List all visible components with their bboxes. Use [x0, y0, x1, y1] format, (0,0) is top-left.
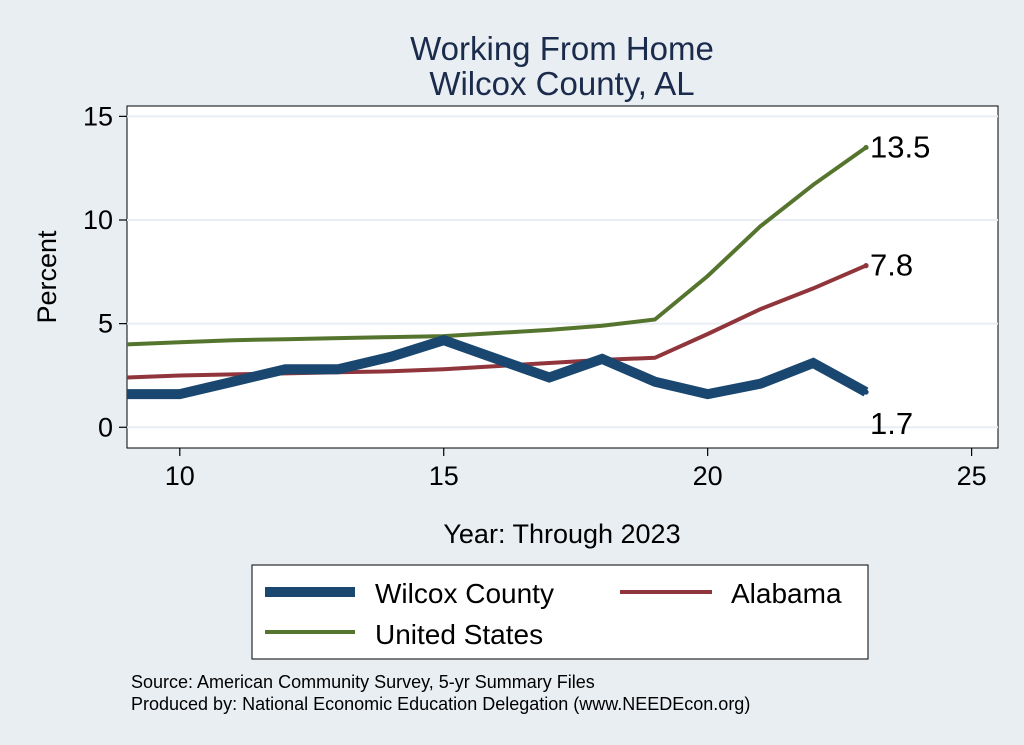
- end-label-wilcox-county: 1.7: [870, 406, 913, 441]
- series-end-marker-united-states: [863, 144, 869, 151]
- legend-label-united-states: United States: [375, 619, 543, 650]
- end-labels: 13.5 7.8 1.7: [870, 129, 930, 441]
- y-tick-label: 15: [83, 101, 113, 131]
- x-tick-label: 25: [957, 461, 987, 491]
- end-label-alabama: 7.8: [870, 248, 913, 283]
- series-end-marker-alabama: [863, 263, 869, 269]
- legend-label-alabama: Alabama: [731, 578, 842, 609]
- chart-title-line-2: Wilcox County, AL: [429, 65, 694, 102]
- end-label-united-states: 13.5: [870, 129, 930, 164]
- series-lines: [126, 144, 869, 400]
- series-end-marker-wilcox-county: [863, 389, 869, 395]
- legend: [251, 564, 869, 660]
- y-axis-title: Percent: [32, 230, 62, 324]
- y-tick-label: 0: [98, 412, 113, 442]
- y-tick-label: 10: [83, 205, 113, 235]
- series-line-united-states: [126, 145, 868, 347]
- y-tick-label: 5: [98, 309, 113, 339]
- produced-by-line: Produced by: National Economic Education…: [131, 694, 750, 714]
- x-tick-label: 20: [693, 461, 723, 491]
- x-axis-title: Year: Through 2023: [443, 519, 680, 549]
- legend-label-wilcox-county: Wilcox County: [375, 578, 554, 609]
- x-tick-label: 15: [429, 461, 459, 491]
- grid-lines: [127, 115, 998, 429]
- chart-title-line-1: Working From Home: [410, 30, 714, 67]
- series-line-wilcox-county: [127, 334, 869, 400]
- plot-area: [126, 105, 999, 449]
- x-tick-label: 10: [165, 461, 195, 491]
- legend-items: Wilcox County Alabama United States: [265, 578, 842, 650]
- source-line: Source: American Community Survey, 5-yr …: [131, 672, 595, 692]
- axes: 0 5 10 15 10 15 20 25: [83, 101, 987, 491]
